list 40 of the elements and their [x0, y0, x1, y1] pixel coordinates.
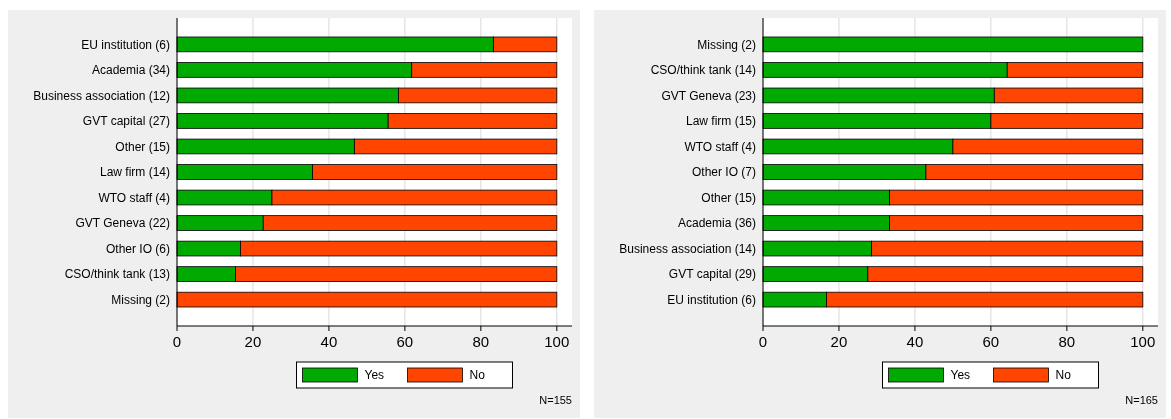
y-tick-label: Other (15)	[701, 190, 756, 205]
y-tick-label: CSO/think tank (14)	[650, 63, 756, 78]
y-tick-label: Business association (14)	[619, 241, 756, 256]
legend-label: No	[1055, 368, 1072, 383]
legend-label: Yes	[364, 368, 385, 383]
y-tick-label: Missing (2)	[111, 292, 170, 307]
y-tick-label: Other IO (6)	[105, 241, 170, 256]
y-tick-label: Other (15)	[115, 139, 170, 154]
y-tick-label: Other IO (7)	[691, 165, 756, 180]
x-tick-label: 80	[472, 333, 490, 350]
y-tick-label: EU institution (6)	[667, 292, 756, 307]
y-tick-label: GVT Geneva (22)	[75, 216, 170, 231]
y-tick-label: GVT Geneva (23)	[661, 88, 756, 103]
x-tick-label: 40	[320, 333, 338, 350]
x-tick-label: 0	[758, 333, 768, 350]
y-tick-label: Law firm (15)	[685, 114, 756, 129]
y-tick-label: Missing (2)	[697, 37, 756, 52]
x-tick-label: 20	[244, 333, 262, 350]
legend-label: No	[469, 368, 486, 383]
x-tick-label: 100	[544, 333, 570, 350]
x-tick-label: 0	[172, 333, 182, 350]
y-tick-label: GVT capital (29)	[668, 267, 756, 282]
text: N=155	[539, 394, 572, 406]
y-tick-label: Academia (34)	[91, 63, 170, 78]
x-tick-label: 80	[1058, 333, 1076, 350]
x-tick-label: 100	[1130, 333, 1156, 350]
text: N=165	[1125, 394, 1158, 406]
x-tick-label: 60	[982, 333, 1000, 350]
x-tick-label: 40	[906, 333, 924, 350]
y-tick-label: WTO staff (4)	[684, 139, 756, 154]
y-tick-label: Law firm (14)	[99, 165, 170, 180]
x-tick-label: 60	[396, 333, 414, 350]
y-tick-label: CSO/think tank (13)	[64, 267, 170, 282]
y-tick-label: EU institution (6)	[81, 37, 170, 52]
legend-label: Yes	[950, 368, 971, 383]
y-tick-label: WTO staff (4)	[98, 190, 170, 205]
y-tick-label: Business association (12)	[33, 88, 170, 103]
x-tick-label: 20	[830, 333, 848, 350]
y-tick-label: GVT capital (27)	[82, 114, 170, 129]
y-tick-label: Academia (36)	[677, 216, 756, 231]
